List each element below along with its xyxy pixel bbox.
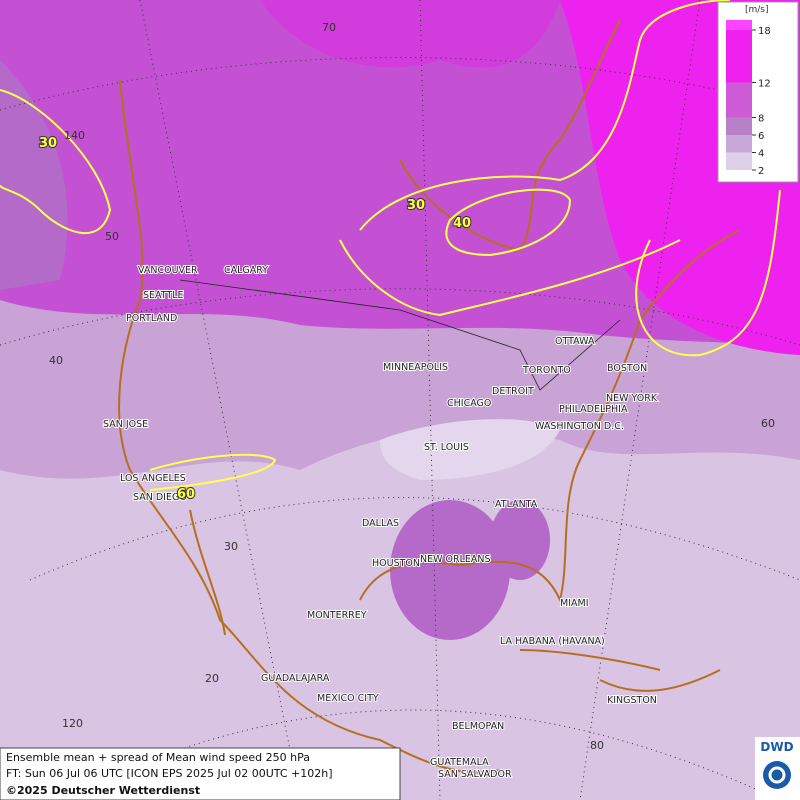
legend: [m/s] 2 4 6 8 12 18 [717,1,799,183]
caption-box [0,747,401,800]
city-label: SAN DIEGO [133,492,187,503]
city-label: SAN SALVADOR [438,769,512,780]
graticule-labels: 70 140 50 40 30 20 120 60 80 [49,21,775,752]
city-label: SAN JOSE [103,419,148,430]
graticule-label: 30 [224,540,238,553]
logo-icon [763,761,791,789]
legend-tick-label: 4 [758,149,764,160]
city-label: CHICAGO [447,398,491,409]
city-label: NEW ORLEANS [420,554,491,565]
isotach-label: 40 [453,216,471,231]
city-label: OTTAWA [555,336,595,347]
city-label: GUADALAJARA [261,673,330,684]
caption-line: ©2025 Deutscher Wetterdienst [6,784,200,797]
low-wind-area [0,430,800,800]
city-label: BELMOPAN [452,721,504,732]
legend-swatch [726,20,752,30]
coastline [118,19,741,774]
graticule-label: 80 [590,739,604,752]
graticule-label: 20 [205,672,219,685]
legend-tick-label: 2 [758,166,764,177]
city-labels: VANCOUVER CALGARY SEATTLE PORTLAND MINNEAPOL… [102,264,659,781]
city-label: LOS ANGELES [120,473,186,484]
high-wind-area [490,500,550,580]
low-wind-area [380,419,560,480]
city-label: MINNEAPOLIS [383,362,448,373]
mid-wind-area [0,60,68,290]
legend-swatch [726,117,752,135]
logo-icon [768,766,786,784]
city-label: MONTERREY [307,610,367,621]
legend-swatch [726,152,752,170]
city-label: VANCOUVER [138,265,198,276]
city-label: WASHINGTON D.C. [535,421,624,432]
graticule-label: 120 [62,717,83,730]
graticule-label: 60 [761,417,775,430]
graticule-label: 140 [64,129,85,142]
legend-swatch [726,135,752,153]
graticule-label: 40 [49,354,63,367]
caption-line: Ensemble mean + spread of Mean wind spee… [6,751,310,764]
city-label: DALLAS [362,518,399,529]
city-label: LA HABANA (HAVANA) [500,636,605,647]
legend-unit: [m/s] [745,5,769,15]
city-label: PHILADELPHIA [559,404,628,415]
city-label: NEW YORK [606,393,658,404]
city-label: TORONTO [522,365,571,376]
legend-swatch [726,82,752,118]
caption-line: FT: Sun 06 Jul 06 UTC [ICON EPS 2025 Jul… [6,767,333,780]
city-label: ST. LOUIS [424,442,469,453]
legend-tick-label: 12 [758,79,771,90]
city-label: BOSTON [607,363,647,374]
logo-text: DWD [760,740,793,754]
isotach-labels: 30 30 40 60 [38,135,472,503]
isotach-label: 60 [177,487,195,502]
city-label: DETROIT [492,386,534,397]
isotach-label: 30 [407,198,425,213]
city-label: MIAMI [560,598,589,609]
high-wind-area [390,500,510,640]
city-label: SEATTLE [143,290,184,301]
city-label: PORTLAND [126,313,177,324]
graticule-label: 50 [105,230,119,243]
city-label: HOUSTON [372,558,420,569]
legend-swatch [726,30,752,83]
border [179,279,621,391]
high-wind-area [260,0,560,68]
city-label: KINGSTON [607,695,657,706]
legend-tick-label: 18 [758,26,771,37]
isotachs [0,0,781,491]
legend-tick-label: 6 [758,131,764,142]
city-label: GUATEMALA [430,757,489,768]
city-label: ATLANTA [495,499,538,510]
city-label: MEXICO CITY [317,693,379,704]
city-label: CALGARY [224,265,268,276]
legend-tick-label: 8 [758,114,764,125]
isotach-label: 30 [39,136,57,151]
graticule-label: 70 [322,21,336,34]
